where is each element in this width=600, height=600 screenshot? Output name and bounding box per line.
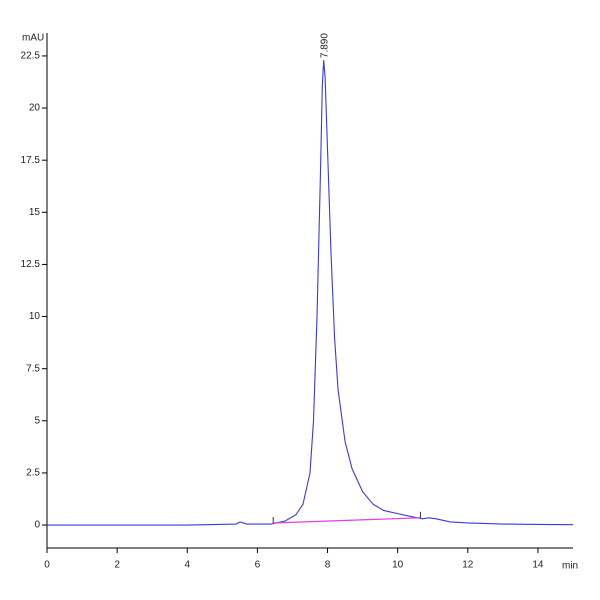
y-tick-label: 20 — [29, 103, 41, 114]
peak-label: 7.890 — [319, 33, 330, 58]
y-axis-label: mAU — [22, 33, 44, 44]
x-tick-label: 14 — [532, 560, 544, 571]
y-tick-label: 7.5 — [26, 363, 40, 374]
x-tick-label: 2 — [114, 560, 120, 571]
x-tick-label: 4 — [184, 560, 190, 571]
y-tick-label: 0 — [34, 520, 40, 531]
y-tick-label: 17.5 — [21, 155, 41, 166]
y-tick-label: 5 — [34, 415, 40, 426]
trace — [47, 60, 574, 526]
y-tick-label: 15 — [29, 207, 41, 218]
y-tick-label: 2.5 — [26, 468, 40, 479]
x-tick-label: 10 — [392, 560, 404, 571]
y-tick-label: 10 — [29, 311, 41, 322]
x-tick-label: 6 — [255, 560, 261, 571]
x-tick-label: 12 — [462, 560, 474, 571]
integration-baseline — [273, 517, 421, 524]
y-tick-label: 22.5 — [21, 51, 41, 62]
y-tick-label: 12.5 — [21, 259, 41, 270]
x-tick-label: 0 — [44, 560, 50, 571]
x-axis-label: min — [562, 561, 578, 572]
x-tick-label: 8 — [325, 560, 331, 571]
